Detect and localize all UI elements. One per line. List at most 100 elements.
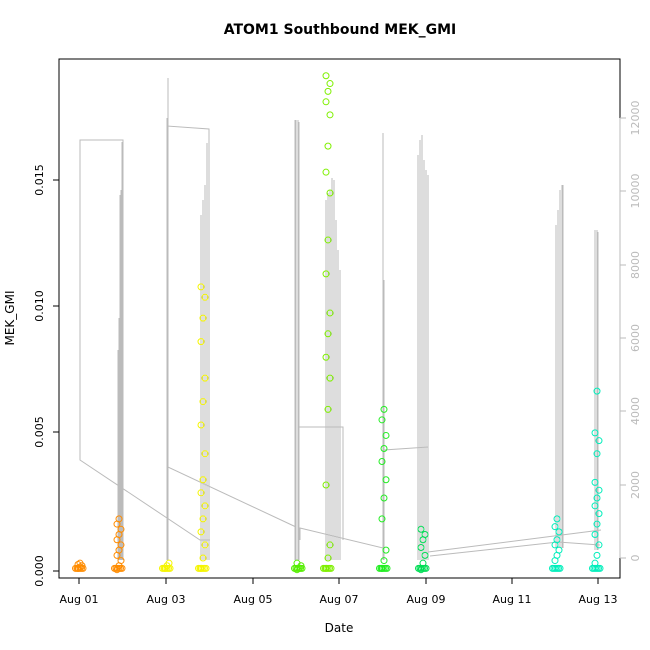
data-point	[380, 494, 388, 502]
x-axis-label: Date	[325, 621, 354, 635]
data-point	[380, 444, 388, 452]
data-point	[326, 541, 334, 549]
data-point	[118, 564, 126, 572]
y2-tick-label: 4000	[629, 397, 642, 425]
data-point	[553, 515, 561, 523]
data-point	[383, 564, 391, 572]
y2-tick-label: 6000	[629, 324, 642, 352]
data-point	[326, 309, 334, 317]
x-axis: Aug 01 Aug 03 Aug 05 Aug 07 Aug 09 Aug 11 Aug …	[60, 577, 618, 606]
data-point	[326, 374, 334, 382]
data-point	[553, 536, 561, 544]
data-point	[555, 528, 563, 536]
data-point	[591, 429, 599, 437]
data-point	[199, 476, 207, 484]
data-point	[324, 554, 332, 562]
data-point	[380, 405, 388, 413]
data-point	[326, 80, 334, 88]
gray-trace	[167, 466, 297, 560]
data-point	[593, 494, 601, 502]
data-point	[201, 541, 209, 549]
data-point	[378, 515, 386, 523]
y-axis-label: MEK_GMI	[3, 291, 17, 346]
data-point	[555, 546, 563, 554]
data-point	[382, 431, 390, 439]
data-point	[595, 541, 603, 549]
data-point	[324, 236, 332, 244]
x-tick-label: Aug 13	[579, 593, 618, 606]
data-point	[322, 72, 330, 80]
y2-tick-label: 8000	[629, 251, 642, 279]
data-point	[595, 437, 603, 445]
data-point	[197, 528, 205, 536]
data-point	[201, 502, 209, 510]
data-point	[324, 330, 332, 338]
data-point	[556, 564, 564, 572]
data-point	[596, 564, 604, 572]
data-point	[380, 557, 388, 565]
data-point	[324, 405, 332, 413]
data-point	[593, 387, 601, 395]
data-point	[202, 564, 210, 572]
y2-tick-label: 10000	[629, 174, 642, 209]
data-point	[593, 520, 601, 528]
data-point	[382, 476, 390, 484]
y-axis: 0.000 0.005 0.010 0.015	[33, 164, 60, 587]
data-point	[322, 98, 330, 106]
data-point	[197, 338, 205, 346]
y-tick-label: 0.010	[33, 290, 46, 322]
data-point	[117, 525, 125, 533]
data-point	[591, 502, 599, 510]
data-point	[298, 564, 306, 572]
data-point	[201, 374, 209, 382]
y2-tick-label: 12000	[629, 101, 642, 136]
data-point	[324, 142, 332, 150]
data-point	[197, 421, 205, 429]
data-point	[551, 523, 559, 531]
secondary-series-lines	[79, 78, 602, 560]
data-point	[322, 270, 330, 278]
gray-trace	[299, 527, 384, 549]
x-tick-label: Aug 11	[493, 593, 532, 606]
y2-tick-label: 2000	[629, 471, 642, 499]
data-point	[117, 541, 125, 549]
y2-axis: 0 2000 4000 6000 8000 10000 12000	[619, 101, 642, 562]
data-point	[201, 450, 209, 458]
data-point	[199, 314, 207, 322]
data-point	[595, 486, 603, 494]
gray-trace	[383, 446, 429, 552]
x-tick-label: Aug 03	[147, 593, 186, 606]
gray-trace	[79, 306, 210, 541]
x-tick-label: Aug 09	[407, 593, 446, 606]
x-tick-label: Aug 01	[60, 593, 99, 606]
data-point	[197, 489, 205, 497]
data-point	[322, 481, 330, 489]
data-point	[378, 416, 386, 424]
x-tick-label: Aug 05	[234, 593, 273, 606]
data-point	[422, 564, 430, 572]
data-point	[199, 554, 207, 562]
data-point	[378, 458, 386, 466]
data-point	[322, 168, 330, 176]
data-point	[591, 531, 599, 539]
data-point	[199, 515, 207, 523]
data-point	[201, 293, 209, 301]
data-point	[324, 87, 332, 95]
data-point	[591, 478, 599, 486]
gray-trace	[79, 139, 124, 500]
y-tick-label: 0.005	[33, 416, 46, 448]
data-point	[115, 515, 123, 523]
data-point	[166, 564, 174, 572]
data-point	[417, 544, 425, 552]
y-tick-label: 0.000	[33, 555, 46, 587]
data-point	[421, 551, 429, 559]
data-point	[595, 510, 603, 518]
gray-trace	[427, 529, 602, 553]
data-point	[382, 546, 390, 554]
data-point	[327, 564, 335, 572]
data-point	[326, 111, 334, 119]
data-point	[322, 353, 330, 361]
data-point	[197, 283, 205, 291]
data-point	[79, 564, 87, 572]
